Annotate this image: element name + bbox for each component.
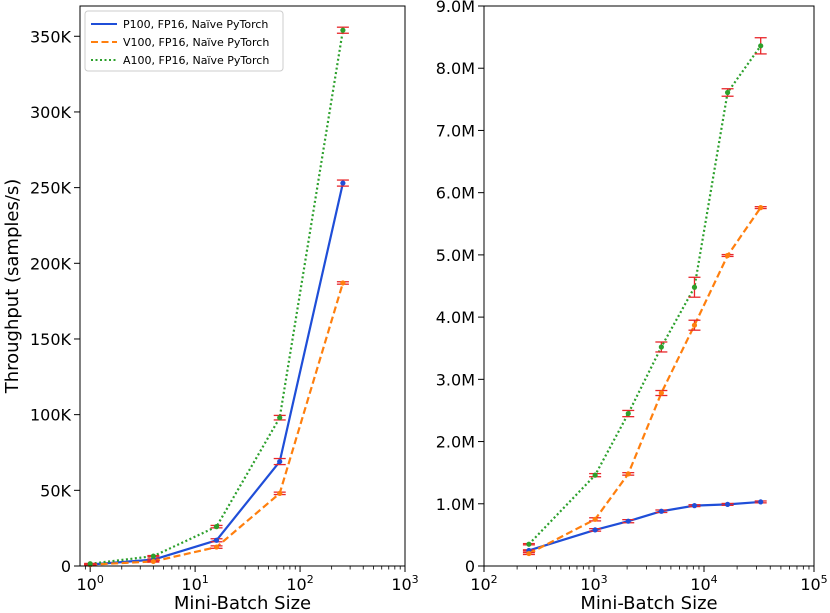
data-point <box>526 550 532 557</box>
series-line <box>528 45 762 545</box>
data-point <box>592 527 598 533</box>
y-tick-label: 3.0M <box>436 370 475 389</box>
x-tick-exponent: 3 <box>601 573 608 586</box>
data-point <box>724 252 731 259</box>
x-tick-label: 103 <box>391 573 418 594</box>
data-point <box>340 27 346 33</box>
data-point <box>526 541 532 547</box>
y-tick-label: 9.0M <box>436 0 475 16</box>
data-point <box>340 280 346 286</box>
legend-label: A100, FP16, Naïve PyTorch <box>123 54 269 67</box>
y-tick-label: 0 <box>465 557 475 576</box>
data-point <box>658 390 664 396</box>
series-line <box>90 30 344 565</box>
legend: P100, FP16, Naïve PyTorch V100, FP16, Naï… <box>84 10 284 72</box>
series-a100 <box>522 37 767 547</box>
x-tick-base: 10 <box>76 575 96 594</box>
plot-frame <box>483 5 815 567</box>
x-tick-label: 105 <box>800 573 827 594</box>
data-point <box>625 518 631 524</box>
y-tick-label: 2.0M <box>436 433 475 452</box>
left-chart-panel: 100 101 102 103050K100K150K200K250K300K350K… <box>2 5 419 613</box>
y-tick-label: 1.0M <box>436 495 475 514</box>
x-tick-base: 10 <box>391 575 411 594</box>
y-tick-label: 250K <box>30 179 72 198</box>
x-tick-exponent: 1 <box>202 573 209 586</box>
series-line <box>90 282 344 566</box>
y-tick-label: 0 <box>61 557 71 576</box>
x-tick-label: 102 <box>286 573 313 594</box>
x-tick-exponent: 3 <box>412 573 419 586</box>
legend-label: V100, FP16, Naïve PyTorch <box>123 36 269 49</box>
legend-box <box>84 10 284 72</box>
y-tick-label: 4.0M <box>436 308 475 327</box>
x-tick-base: 10 <box>690 575 710 594</box>
y-tick-label: 150K <box>30 330 72 349</box>
series-a100 <box>84 26 349 567</box>
y-tick-label: 100K <box>30 406 72 425</box>
series-line <box>528 500 761 552</box>
x-axis-label: Mini-Batch Size <box>174 593 311 613</box>
y-tick-label: 200K <box>30 254 72 273</box>
data-point <box>758 499 764 505</box>
x-tick-base: 10 <box>800 575 820 594</box>
data-point <box>658 508 664 514</box>
y-tick-label: 50K <box>40 481 71 500</box>
data-point <box>213 544 220 550</box>
data-point <box>150 553 156 559</box>
data-point <box>625 471 631 477</box>
data-point <box>592 472 598 478</box>
y-tick-label: 7.0M <box>436 121 475 140</box>
x-tick-label: 103 <box>580 573 607 594</box>
x-tick-base: 10 <box>286 575 306 594</box>
legend-label: P100, FP16, Naïve PyTorch <box>123 18 268 31</box>
series-v100 <box>522 205 767 557</box>
x-tick-base: 10 <box>181 575 201 594</box>
y-tick-label: 350K <box>30 27 72 46</box>
y-tick-label: 6.0M <box>436 184 475 203</box>
x-tick-exponent: 0 <box>97 573 104 586</box>
data-point <box>213 524 220 530</box>
data-point <box>213 537 220 543</box>
data-point <box>277 458 283 465</box>
x-tick-base: 10 <box>470 575 490 594</box>
data-point <box>724 89 731 96</box>
data-point <box>691 322 698 328</box>
x-tick-label: 101 <box>181 573 208 594</box>
data-point <box>758 205 764 211</box>
x-tick-exponent: 4 <box>711 573 718 586</box>
data-point <box>625 410 631 417</box>
x-tick-label: 102 <box>470 573 497 594</box>
data-point <box>150 558 156 565</box>
x-tick-exponent: 5 <box>821 573 828 586</box>
y-tick-label: 5.0M <box>436 246 475 265</box>
data-point <box>87 561 93 567</box>
data-point <box>277 490 283 496</box>
series-line <box>90 182 344 566</box>
data-point <box>658 344 664 350</box>
x-tick-label: 100 <box>76 573 103 594</box>
x-tick-exponent: 2 <box>307 573 314 586</box>
x-axis-label: Mini-Batch Size <box>580 593 717 613</box>
series-p100 <box>522 499 767 554</box>
data-point <box>691 503 698 509</box>
x-tick-exponent: 2 <box>491 573 498 586</box>
data-point <box>724 501 731 507</box>
y-tick-label: 300K <box>30 103 72 122</box>
data-point <box>691 284 698 290</box>
y-axis-label: Throughput (samples/s) <box>2 179 23 395</box>
data-point <box>277 415 283 421</box>
plot-frame <box>79 5 406 567</box>
y-tick-label: 8.0M <box>436 59 475 78</box>
data-point <box>592 516 598 522</box>
x-tick-base: 10 <box>580 575 600 594</box>
data-point <box>758 43 764 49</box>
right-chart-panel: 102 103 104 10501.0M2.0M3.0M4.0M5.0M6.0M7.0… <box>436 0 828 613</box>
data-point <box>340 180 346 186</box>
x-tick-label: 104 <box>690 573 717 594</box>
